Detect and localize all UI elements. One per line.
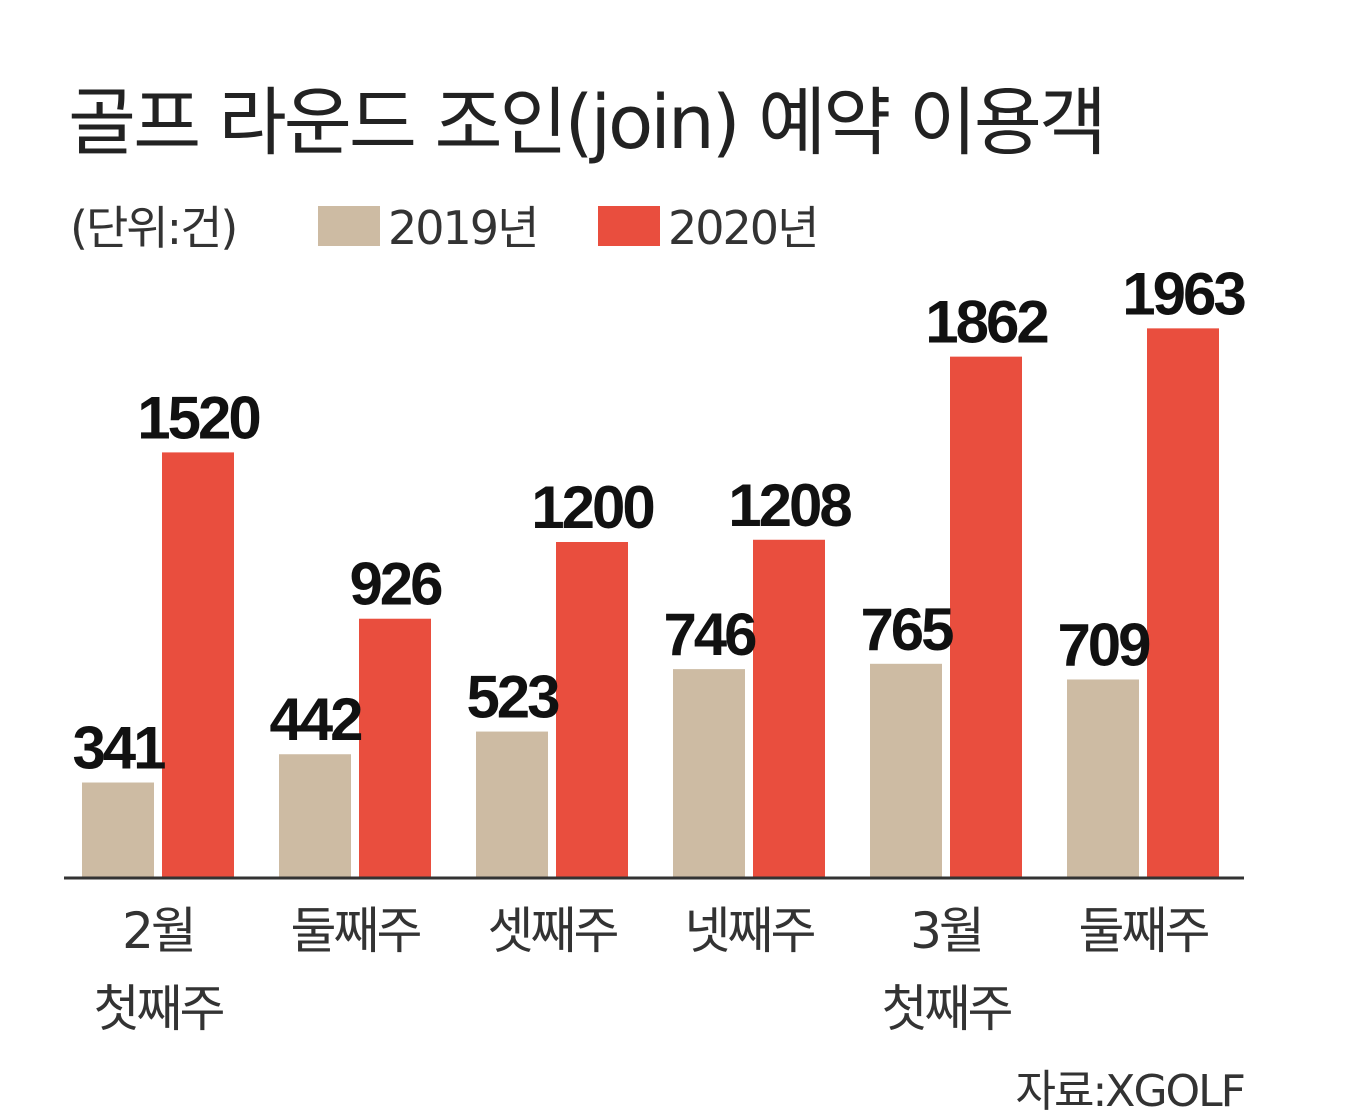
x-tick-label-0-1: 첫째주 — [94, 980, 224, 1038]
bar-2019년-2 — [476, 731, 548, 878]
value-label-2019년-1: 442 — [269, 686, 361, 753]
value-label-2020년-5: 1963 — [1122, 260, 1245, 327]
value-label-2019년-3: 746 — [663, 601, 756, 668]
bar-2020년-2 — [556, 542, 628, 878]
bar-2019년-5 — [1067, 679, 1139, 878]
x-tick-label-2-0: 셋째주 — [488, 902, 618, 960]
x-tick-label-4-0: 3월 — [910, 902, 982, 960]
bar-2019년-4 — [870, 663, 942, 878]
legend-label-2020: 2020년 — [668, 201, 817, 255]
bar-2020년-4 — [950, 356, 1022, 878]
bar-2020년-5 — [1147, 328, 1219, 878]
bar-2020년-3 — [753, 539, 825, 878]
bar-2020년-1 — [359, 618, 431, 878]
chart-title: 골프 라운드 조인(join) 예약 이용객 — [68, 80, 1104, 166]
bar-group — [82, 328, 1219, 878]
value-label-2020년-1: 926 — [349, 551, 442, 618]
value-label-2019년-2: 523 — [466, 664, 559, 731]
value-label-2020년-3: 1208 — [728, 472, 851, 539]
legend-label-2019: 2019년 — [388, 201, 537, 255]
value-label-2020년-0: 1520 — [137, 384, 259, 451]
bar-2019년-1 — [279, 754, 351, 878]
value-label-2019년-5: 709 — [1057, 611, 1150, 678]
unit-label: (단위:건) — [70, 201, 236, 255]
x-tick-label-4-1: 첫째주 — [882, 980, 1012, 1038]
legend-swatch-2020 — [598, 206, 660, 246]
x-tick-label-3-0: 넷째주 — [685, 902, 815, 960]
value-label-2020년-4: 1862 — [925, 289, 1047, 356]
x-tick-label-5-0: 둘째주 — [1079, 902, 1209, 960]
source-note: 자료:XGOLF — [1016, 1066, 1244, 1116]
legend: 2019년 2020년 — [318, 201, 819, 255]
value-label-2019년-0: 341 — [72, 715, 165, 782]
x-tick-label-0-0: 2월 — [122, 902, 194, 960]
x-tick-label-1-0: 둘째주 — [291, 902, 421, 960]
bar-2019년-3 — [673, 669, 745, 878]
value-label-2020년-2: 1200 — [531, 474, 653, 541]
legend-swatch-2019 — [318, 206, 380, 246]
value-label-2019년-4: 765 — [860, 596, 953, 663]
bar-2019년-0 — [82, 782, 154, 878]
bar-2020년-0 — [162, 452, 234, 878]
